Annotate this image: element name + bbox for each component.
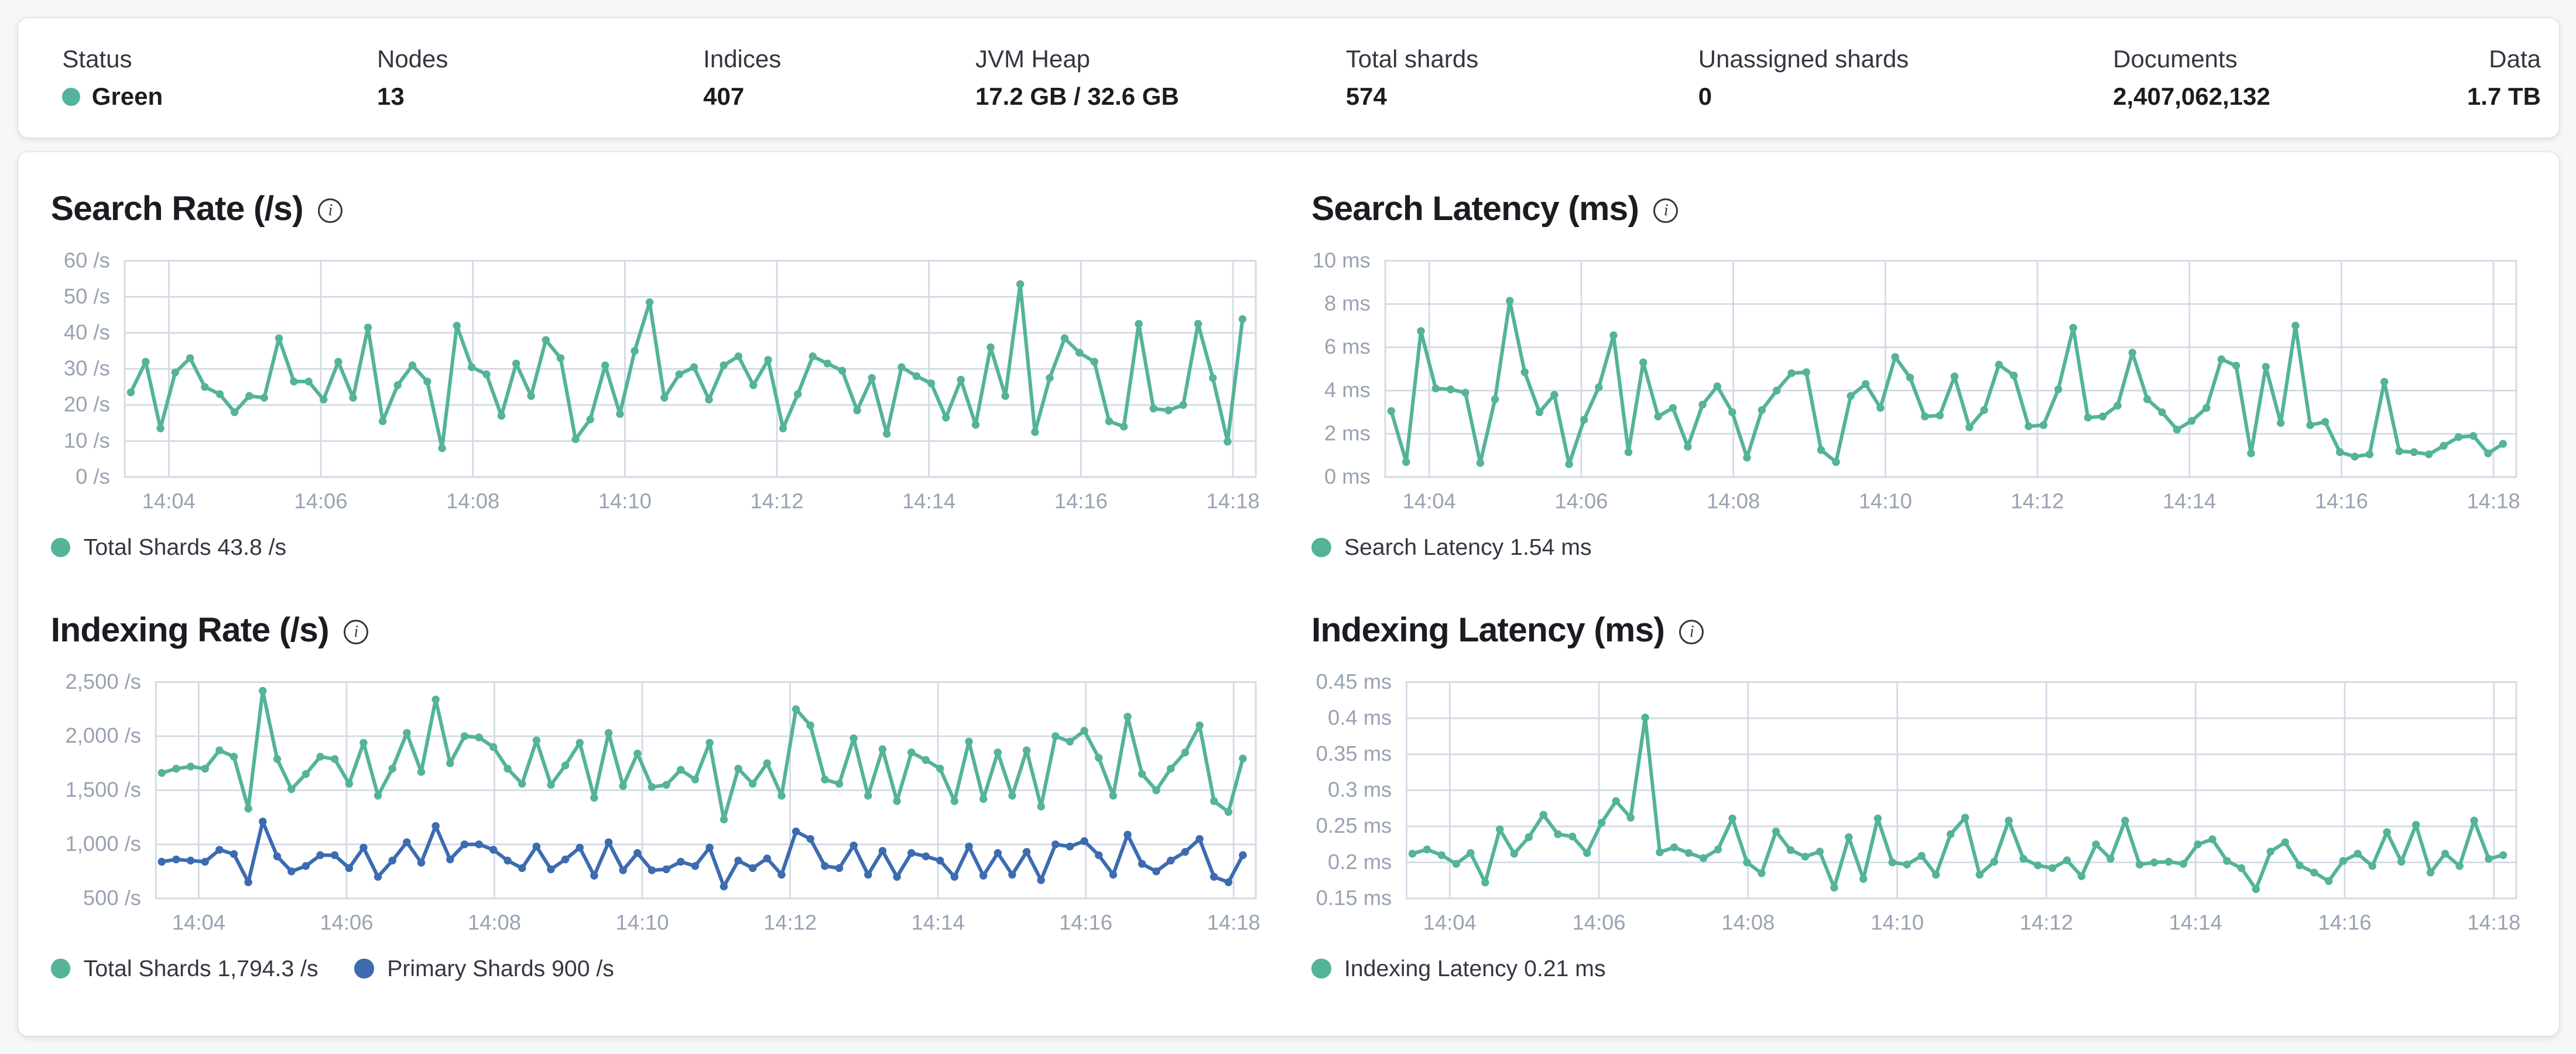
svg-text:14:06: 14:06	[1554, 489, 1608, 513]
monitoring-page: Status Green Nodes 13 Indices 407 JVM He…	[0, 18, 2576, 1036]
svg-text:10 ms: 10 ms	[1313, 249, 1371, 272]
svg-text:40 /s: 40 /s	[64, 320, 110, 344]
svg-text:0.25 ms: 0.25 ms	[1316, 813, 1392, 837]
svg-text:500 /s: 500 /s	[83, 885, 141, 909]
legend-dot	[50, 959, 71, 979]
chart-indexing-rate-title: Indexing Rate (/s) i	[51, 611, 1266, 650]
svg-text:60 /s: 60 /s	[64, 249, 110, 272]
svg-text:1,500 /s: 1,500 /s	[65, 777, 141, 801]
legend-total-shards[interactable]: Total Shards 43.8 /s	[50, 536, 286, 559]
svg-text:8 ms: 8 ms	[1324, 291, 1371, 315]
svg-text:20 /s: 20 /s	[64, 392, 110, 416]
stat-documents: Documents 2,407,062,132	[2113, 44, 2270, 111]
metrics-panel: Search Rate (/s) i 0 /s 10 /s 20 /s 30 /s 40…	[18, 152, 2559, 1036]
svg-text:14:06: 14:06	[294, 489, 347, 513]
svg-text:14:16: 14:16	[2318, 910, 2371, 934]
svg-text:6 ms: 6 ms	[1324, 334, 1371, 358]
svg-text:0 /s: 0 /s	[76, 464, 110, 488]
svg-text:14:08: 14:08	[1721, 910, 1775, 934]
svg-text:14:04: 14:04	[1403, 489, 1456, 513]
svg-text:10 /s: 10 /s	[64, 428, 110, 452]
legend-dot	[1311, 959, 1331, 979]
svg-text:14:04: 14:04	[142, 489, 196, 513]
svg-text:4 ms: 4 ms	[1324, 377, 1371, 401]
stat-unassigned-shards: Unassigned shards 0	[1698, 44, 1909, 111]
info-icon[interactable]: i	[1679, 619, 1704, 644]
indexing-rate-plot[interactable]: 500 /s 1,000 /s 1,500 /s 2,000 /s 2,500 /s 14…	[51, 671, 1266, 943]
search-rate-plot[interactable]: 0 /s 10 /s 20 /s 30 /s 40 /s 50 /s 60 /s 14:04 1…	[51, 249, 1266, 521]
svg-text:14:04: 14:04	[172, 910, 225, 934]
svg-text:14:14: 14:14	[2163, 489, 2216, 513]
svg-text:0.2 ms: 0.2 ms	[1328, 849, 1392, 873]
stat-total-shards: Total shards 574	[1345, 44, 1479, 111]
svg-text:14:16: 14:16	[1059, 910, 1112, 934]
svg-text:0.45 ms: 0.45 ms	[1316, 671, 1392, 693]
stat-status: Status Green	[62, 44, 377, 111]
svg-text:14:12: 14:12	[763, 910, 817, 934]
svg-text:14:16: 14:16	[2315, 489, 2368, 513]
legend-indexing-latency[interactable]: Indexing Latency 0.21 ms	[1311, 957, 1606, 980]
svg-text:0 ms: 0 ms	[1324, 464, 1371, 488]
stat-nodes: Nodes 13	[376, 44, 448, 111]
chart-indexing-rate: Indexing Rate (/s) i 500 /s 1,000 /s 1,500…	[50, 611, 1266, 980]
cluster-overview-panel: Status Green Nodes 13 Indices 407 JVM He…	[18, 18, 2559, 138]
svg-text:14:12: 14:12	[2010, 489, 2064, 513]
svg-text:50 /s: 50 /s	[64, 284, 110, 308]
svg-text:14:18: 14:18	[1206, 489, 1259, 513]
legend-dot	[1311, 537, 1331, 558]
svg-text:2,500 /s: 2,500 /s	[65, 671, 141, 693]
svg-text:0.4 ms: 0.4 ms	[1328, 705, 1392, 729]
svg-text:0.3 ms: 0.3 ms	[1328, 777, 1392, 801]
chart-search-rate: Search Rate (/s) i 0 /s 10 /s 20 /s 30 /s 40…	[50, 190, 1266, 559]
chart-search-latency-title: Search Latency (ms) i	[1311, 190, 2526, 228]
svg-text:2,000 /s: 2,000 /s	[65, 723, 141, 747]
svg-text:0.15 ms: 0.15 ms	[1316, 885, 1392, 909]
status-green-dot	[62, 87, 81, 106]
svg-text:14:08: 14:08	[446, 489, 499, 513]
chart-indexing-latency-title: Indexing Latency (ms) i	[1311, 611, 2526, 650]
info-icon[interactable]: i	[1653, 198, 1678, 223]
stat-status-value: Green	[91, 83, 163, 111]
svg-text:14:18: 14:18	[2467, 489, 2520, 513]
svg-text:14:10: 14:10	[615, 910, 669, 934]
svg-text:14:08: 14:08	[1707, 489, 1760, 513]
svg-text:14:10: 14:10	[1871, 910, 1924, 934]
svg-text:14:10: 14:10	[1859, 489, 1912, 513]
stat-jvm-heap: JVM Heap 17.2 GB / 32.6 GB	[975, 44, 1179, 111]
legend-dot	[354, 959, 374, 979]
svg-text:14:14: 14:14	[911, 910, 964, 934]
info-icon[interactable]: i	[317, 198, 342, 223]
stat-data: Data 1.7 TB	[2467, 44, 2541, 111]
svg-text:14:12: 14:12	[2020, 910, 2073, 934]
svg-text:14:10: 14:10	[598, 489, 652, 513]
chart-indexing-latency: Indexing Latency (ms) i 0.15 ms 0.2 ms 0.2…	[1311, 611, 2526, 980]
svg-text:14:04: 14:04	[1423, 910, 1477, 934]
svg-text:14:06: 14:06	[320, 910, 373, 934]
legend-total-shards[interactable]: Total Shards 1,794.3 /s	[50, 957, 318, 980]
svg-text:1,000 /s: 1,000 /s	[65, 832, 141, 856]
stat-indices: Indices 407	[703, 44, 782, 111]
svg-text:14:14: 14:14	[902, 489, 955, 513]
chart-search-rate-title: Search Rate (/s) i	[51, 190, 1266, 228]
legend-dot	[50, 537, 71, 558]
svg-text:14:18: 14:18	[2467, 910, 2520, 934]
stat-status-label: Status	[62, 44, 132, 73]
svg-text:14:08: 14:08	[468, 910, 521, 934]
svg-text:30 /s: 30 /s	[64, 356, 110, 380]
indexing-latency-plot[interactable]: 0.15 ms 0.2 ms 0.25 ms 0.3 ms 0.35 ms 0.4 ms 0…	[1311, 671, 2526, 943]
legend-search-latency[interactable]: Search Latency 1.54 ms	[1311, 536, 1592, 559]
svg-text:14:06: 14:06	[1573, 910, 1626, 934]
svg-text:2 ms: 2 ms	[1324, 421, 1371, 445]
search-latency-plot[interactable]: 0 ms 2 ms 4 ms 6 ms 8 ms 10 ms 14:04 14:06 14:08…	[1311, 249, 2526, 521]
info-icon[interactable]: i	[343, 619, 368, 644]
chart-search-latency: Search Latency (ms) i 0 ms 2 ms 4 ms 6 ms 8 …	[1311, 190, 2526, 559]
svg-text:14:16: 14:16	[1054, 489, 1108, 513]
svg-text:14:12: 14:12	[750, 489, 803, 513]
svg-text:14:18: 14:18	[1207, 910, 1260, 934]
svg-text:14:14: 14:14	[2169, 910, 2222, 934]
svg-text:0.35 ms: 0.35 ms	[1316, 741, 1392, 765]
legend-primary-shards[interactable]: Primary Shards 900 /s	[354, 957, 614, 980]
